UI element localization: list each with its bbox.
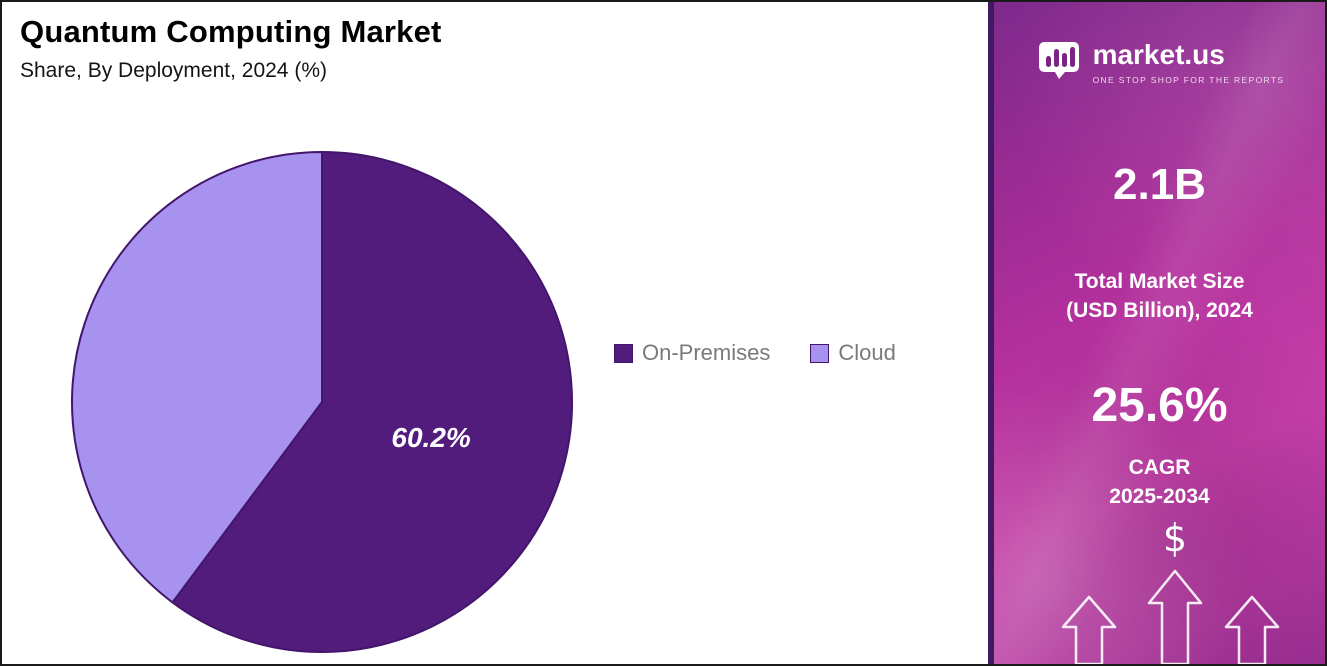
- market-size-label-line2: (USD Billion), 2024: [1066, 298, 1253, 322]
- logo-tagline: ONE STOP SHOP FOR THE REPORTS: [1092, 74, 1285, 85]
- market-size-label: Total Market Size (USD Billion), 2024: [994, 268, 1325, 326]
- legend-swatch-on-premises: [614, 343, 633, 363]
- dollar-icon: $: [1163, 516, 1187, 560]
- up-arrow-left-icon: [1061, 595, 1117, 664]
- cagr-label: CAGR 2025-2034: [994, 454, 1325, 512]
- pie-slice-cloud: [71, 151, 323, 604]
- cagr-value: 25.6%: [1091, 379, 1228, 432]
- chart-header: Quantum Computing Market Share, By Deplo…: [20, 14, 442, 83]
- legend-item-on-premises: On-Premises: [614, 340, 770, 366]
- chart-title: Quantum Computing Market: [20, 14, 442, 49]
- chart-subtitle: Share, By Deployment, 2024 (%): [20, 59, 327, 82]
- cagr-label-line1: CAGR: [1128, 456, 1191, 479]
- up-arrow-right-icon: [1224, 595, 1280, 664]
- legend-item-cloud: Cloud: [810, 340, 896, 366]
- logo-text: market.us: [1092, 39, 1225, 70]
- logo-text-block: market.us ONE STOP SHOP FOR THE REPORTS: [1092, 39, 1285, 85]
- chart-panel: Quantum Computing Market Share, By Deplo…: [2, 2, 988, 664]
- growth-arrows-icon: $: [1061, 516, 1280, 664]
- marketus-logo: market.us ONE STOP SHOP FOR THE REPORTS: [994, 39, 1325, 85]
- pie-slice-on-premises: [171, 151, 573, 653]
- legend-swatch-cloud: [810, 343, 830, 363]
- cagr-label-line2: 2025-2034: [1109, 484, 1210, 508]
- market-size-value: 2.1B: [1113, 160, 1206, 209]
- marketus-logo-icon: [1038, 42, 1079, 79]
- pie-data-label: 60.2%: [391, 422, 470, 453]
- legend-label-cloud: Cloud: [838, 340, 896, 365]
- legend: On-Premises Cloud: [614, 340, 896, 366]
- up-arrow-middle-icon: [1147, 569, 1203, 664]
- market-size-label-line1: Total Market Size: [1074, 270, 1245, 293]
- legend-label-on-premises: On-Premises: [642, 340, 771, 365]
- sidebar: market.us ONE STOP SHOP FOR THE REPORTS …: [988, 2, 1325, 664]
- pie-chart: 60.2%: [71, 151, 573, 653]
